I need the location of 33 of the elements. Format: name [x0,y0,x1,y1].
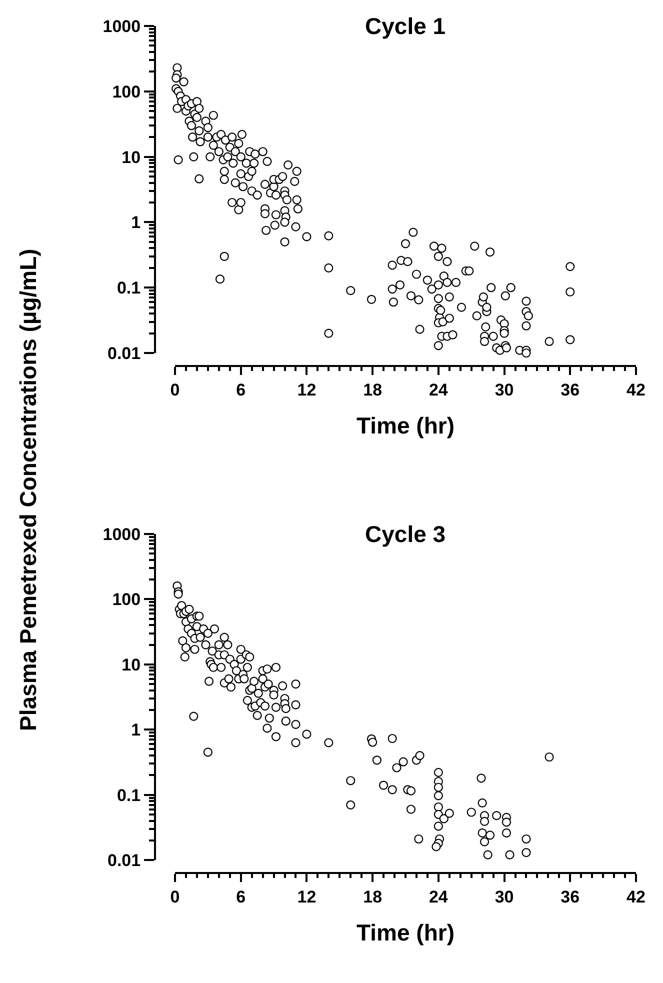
y-tick-label: 1000 [102,524,141,544]
x-tick-label: 24 [428,380,448,400]
y-tick-label: 0.01 [108,850,141,870]
chart-title: Cycle 3 [365,521,446,547]
y-tick-label: 10 [122,655,141,674]
x-tick-label: 42 [626,887,646,906]
y-tick-label: 1 [131,213,141,232]
x-tick-label: 6 [236,380,246,400]
y-tick-label: 100 [112,82,141,102]
y-axis-title: Plasma Pemetrexed Concentrations (µg/mL) [15,248,41,731]
x-tick-label: 12 [297,380,316,400]
x-tick-label: 36 [560,380,580,400]
y-tick-label: 10 [122,148,141,167]
x-tick-label: 24 [428,887,448,906]
x-tick-label: 30 [494,887,514,906]
x-tick-label: 0 [170,887,180,906]
x-axis-title: Time (hr) [356,920,454,946]
x-tick-label: 30 [494,380,514,400]
y-tick-label: 0.1 [116,278,141,298]
x-tick-label: 42 [626,380,646,400]
chart-title: Cycle 1 [365,13,446,39]
x-tick-label: 18 [363,887,382,906]
x-tick-label: 36 [560,887,580,906]
x-tick-label: 0 [170,380,180,400]
y-tick-label: 100 [112,590,141,610]
x-tick-label: 6 [236,887,246,906]
y-tick-label: 0.1 [116,786,141,805]
x-axis-title: Time (hr) [356,412,454,438]
x-tick-label: 18 [363,380,382,400]
y-tick-label: 1000 [102,16,141,36]
y-tick-label: 0.01 [108,344,141,363]
x-tick-label: 12 [297,887,316,906]
y-tick-label: 1 [131,720,141,740]
